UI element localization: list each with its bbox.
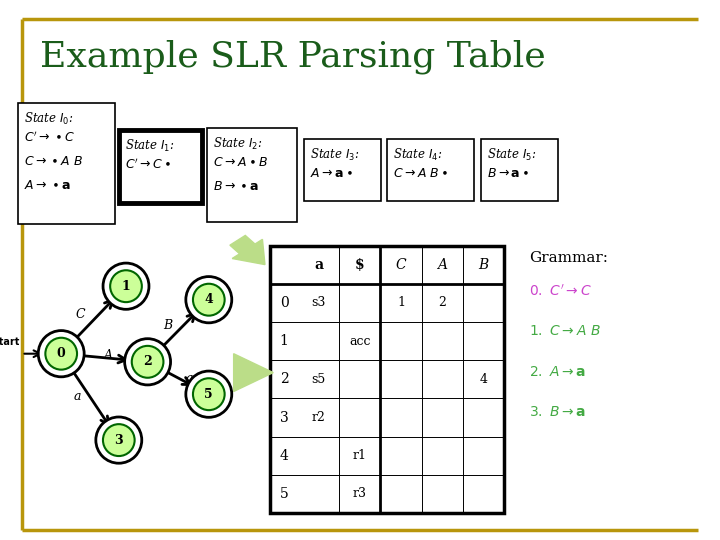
Text: $C \rightarrow A\ B\bullet$: $C \rightarrow A\ B\bullet$ (393, 167, 449, 180)
Bar (481, 139, 558, 201)
Text: Example SLR Parsing Table: Example SLR Parsing Table (40, 39, 545, 74)
Ellipse shape (125, 339, 171, 385)
Text: s3: s3 (312, 296, 326, 309)
Text: 2: 2 (438, 296, 446, 309)
Text: State $I_4$:: State $I_4$: (393, 147, 443, 163)
Text: State $I_5$:: State $I_5$: (487, 147, 536, 163)
Bar (387, 139, 474, 201)
Text: 3: 3 (279, 410, 289, 424)
Text: $A \rightarrow \bullet{\bf a}$: $A \rightarrow \bullet{\bf a}$ (24, 179, 71, 192)
Text: 0: 0 (279, 296, 289, 310)
Ellipse shape (45, 338, 77, 370)
Text: start: start (0, 337, 19, 347)
Text: 1: 1 (279, 334, 289, 348)
Text: $A \rightarrow {\bf a}\bullet$: $A \rightarrow {\bf a}\bullet$ (310, 167, 353, 180)
Text: 2: 2 (143, 355, 152, 368)
Polygon shape (230, 235, 265, 265)
Ellipse shape (38, 330, 84, 377)
Bar (304, 139, 381, 201)
Text: A: A (104, 348, 112, 362)
Text: A: A (437, 258, 447, 272)
Bar (18, 103, 115, 224)
Text: $1.\ C \rightarrow A\ B$: $1.\ C \rightarrow A\ B$ (529, 324, 601, 338)
Text: State $I_2$:: State $I_2$: (213, 136, 263, 152)
Text: 0: 0 (57, 347, 66, 360)
Polygon shape (233, 354, 274, 391)
Ellipse shape (96, 417, 142, 463)
Bar (119, 130, 202, 202)
Ellipse shape (186, 276, 232, 323)
Ellipse shape (103, 263, 149, 309)
Text: 4: 4 (480, 373, 487, 386)
Text: $B \rightarrow {\bf a}\bullet$: $B \rightarrow {\bf a}\bullet$ (487, 167, 529, 180)
Text: State $I_1$:: State $I_1$: (125, 138, 174, 154)
Text: B: B (478, 258, 489, 272)
Text: s5: s5 (312, 373, 325, 386)
Text: $C \rightarrow \bullet A\ B$: $C \rightarrow \bullet A\ B$ (24, 155, 83, 168)
Ellipse shape (132, 346, 163, 378)
Text: 5: 5 (204, 388, 213, 401)
Text: $C \rightarrow A\bullet B$: $C \rightarrow A\bullet B$ (213, 156, 269, 169)
Ellipse shape (103, 424, 135, 456)
Ellipse shape (186, 371, 232, 417)
Text: $C' \rightarrow \bullet C$: $C' \rightarrow \bullet C$ (24, 131, 75, 145)
Ellipse shape (193, 378, 225, 410)
Text: 3: 3 (114, 434, 123, 447)
Ellipse shape (193, 284, 225, 316)
Text: r3: r3 (353, 488, 367, 501)
Text: 1: 1 (397, 296, 405, 309)
Text: $: $ (355, 258, 364, 272)
Text: 1: 1 (122, 280, 130, 293)
Text: B: B (163, 319, 172, 332)
Text: 4: 4 (279, 449, 289, 463)
Text: $B \rightarrow \bullet{\bf a}$: $B \rightarrow \bullet{\bf a}$ (213, 180, 259, 193)
Text: Grammar:: Grammar: (529, 251, 608, 265)
Text: $C' \rightarrow C\bullet$: $C' \rightarrow C\bullet$ (125, 158, 171, 172)
Text: a: a (73, 390, 81, 403)
Text: r2: r2 (312, 411, 325, 424)
Text: a: a (314, 258, 323, 272)
Text: State $I_3$:: State $I_3$: (310, 147, 359, 163)
Text: acc: acc (349, 335, 371, 348)
Bar (207, 128, 297, 222)
Text: r1: r1 (353, 449, 367, 462)
Bar (270, 246, 504, 513)
Text: 5: 5 (279, 487, 289, 501)
Text: $0.\ C' \rightarrow C$: $0.\ C' \rightarrow C$ (529, 284, 592, 299)
Text: a: a (185, 372, 193, 384)
Text: C: C (396, 258, 406, 272)
Text: 2: 2 (279, 373, 289, 386)
Ellipse shape (110, 270, 142, 302)
Text: $3.\ B \rightarrow {\bf a}$: $3.\ B \rightarrow {\bf a}$ (529, 405, 587, 419)
Text: 4: 4 (204, 293, 213, 306)
Text: State $I_0$:: State $I_0$: (24, 111, 73, 127)
Text: $2.\ A \rightarrow {\bf a}$: $2.\ A \rightarrow {\bf a}$ (529, 364, 587, 379)
Text: C: C (76, 308, 86, 321)
